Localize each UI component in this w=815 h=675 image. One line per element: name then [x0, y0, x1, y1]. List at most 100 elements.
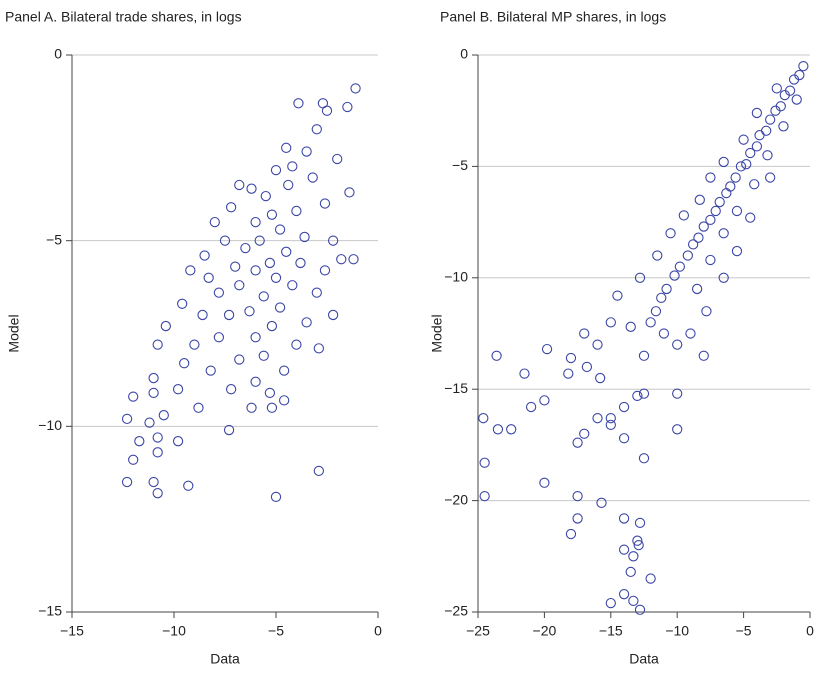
point	[287, 280, 298, 291]
point	[121, 476, 133, 488]
point	[177, 298, 188, 309]
point	[595, 372, 606, 384]
point	[152, 432, 163, 443]
point	[634, 604, 646, 615]
point	[291, 339, 302, 350]
point	[579, 328, 590, 339]
y-tick-label: −10	[444, 269, 468, 285]
point	[260, 190, 271, 202]
point	[185, 265, 196, 276]
y-tick-label: −15	[444, 380, 468, 396]
point	[250, 332, 261, 343]
point	[718, 272, 729, 283]
point	[209, 216, 220, 228]
point	[650, 306, 662, 317]
point	[565, 528, 577, 540]
point	[563, 368, 574, 379]
point	[279, 365, 290, 376]
point	[313, 343, 324, 354]
point	[618, 513, 630, 524]
point	[336, 254, 347, 265]
point	[710, 205, 721, 217]
point	[628, 595, 639, 607]
point	[246, 402, 257, 413]
point	[605, 317, 616, 328]
point	[183, 480, 194, 491]
point	[678, 210, 689, 221]
point	[258, 291, 269, 302]
point	[270, 164, 282, 176]
point	[718, 156, 729, 168]
y-tick-label: −15	[38, 603, 62, 619]
x-axis-label: Data	[629, 651, 659, 667]
point	[160, 320, 171, 332]
point	[240, 242, 251, 254]
point	[258, 350, 269, 361]
point	[525, 401, 537, 413]
point	[279, 395, 290, 406]
point	[761, 125, 772, 136]
point	[144, 417, 155, 428]
point	[213, 287, 225, 298]
point	[672, 339, 683, 350]
point	[791, 94, 802, 105]
point	[661, 283, 672, 295]
point	[287, 161, 298, 172]
point	[541, 343, 553, 355]
point	[762, 150, 773, 161]
point	[301, 146, 312, 157]
point	[735, 161, 747, 172]
point	[672, 388, 683, 399]
point	[731, 245, 743, 257]
point	[299, 231, 310, 243]
point	[152, 339, 163, 350]
point	[152, 447, 163, 458]
point	[264, 257, 276, 269]
point	[579, 428, 590, 439]
point	[295, 257, 306, 269]
point	[691, 283, 703, 295]
point	[193, 402, 204, 413]
point	[225, 384, 237, 395]
y-tick-label: −10	[38, 417, 62, 433]
point	[779, 89, 790, 101]
point	[687, 239, 699, 250]
point	[652, 250, 663, 261]
point	[618, 544, 630, 555]
point	[674, 261, 686, 272]
point	[189, 339, 200, 350]
point	[121, 413, 133, 425]
x-tick-label: 0	[374, 623, 382, 639]
point	[572, 513, 583, 524]
point	[618, 589, 630, 600]
point	[274, 224, 286, 235]
point	[491, 350, 502, 361]
point	[638, 350, 650, 361]
point	[348, 254, 359, 265]
point	[705, 172, 716, 183]
point	[332, 153, 343, 165]
point	[665, 228, 676, 239]
point	[778, 121, 789, 132]
y-tick-label: −25	[444, 603, 468, 619]
point	[605, 597, 616, 609]
point	[632, 390, 643, 402]
point	[672, 424, 683, 435]
point	[634, 272, 646, 283]
point	[158, 410, 169, 421]
point	[745, 212, 756, 223]
y-tick-label: −5	[452, 157, 468, 173]
point	[319, 198, 331, 209]
point	[705, 254, 716, 266]
point	[565, 352, 577, 364]
x-tick-label: −5	[736, 623, 752, 639]
point	[311, 124, 322, 135]
point	[592, 339, 603, 350]
point	[344, 187, 355, 198]
point	[685, 328, 696, 339]
point	[203, 272, 214, 283]
point	[798, 60, 809, 72]
point	[313, 465, 324, 477]
point	[638, 388, 650, 399]
